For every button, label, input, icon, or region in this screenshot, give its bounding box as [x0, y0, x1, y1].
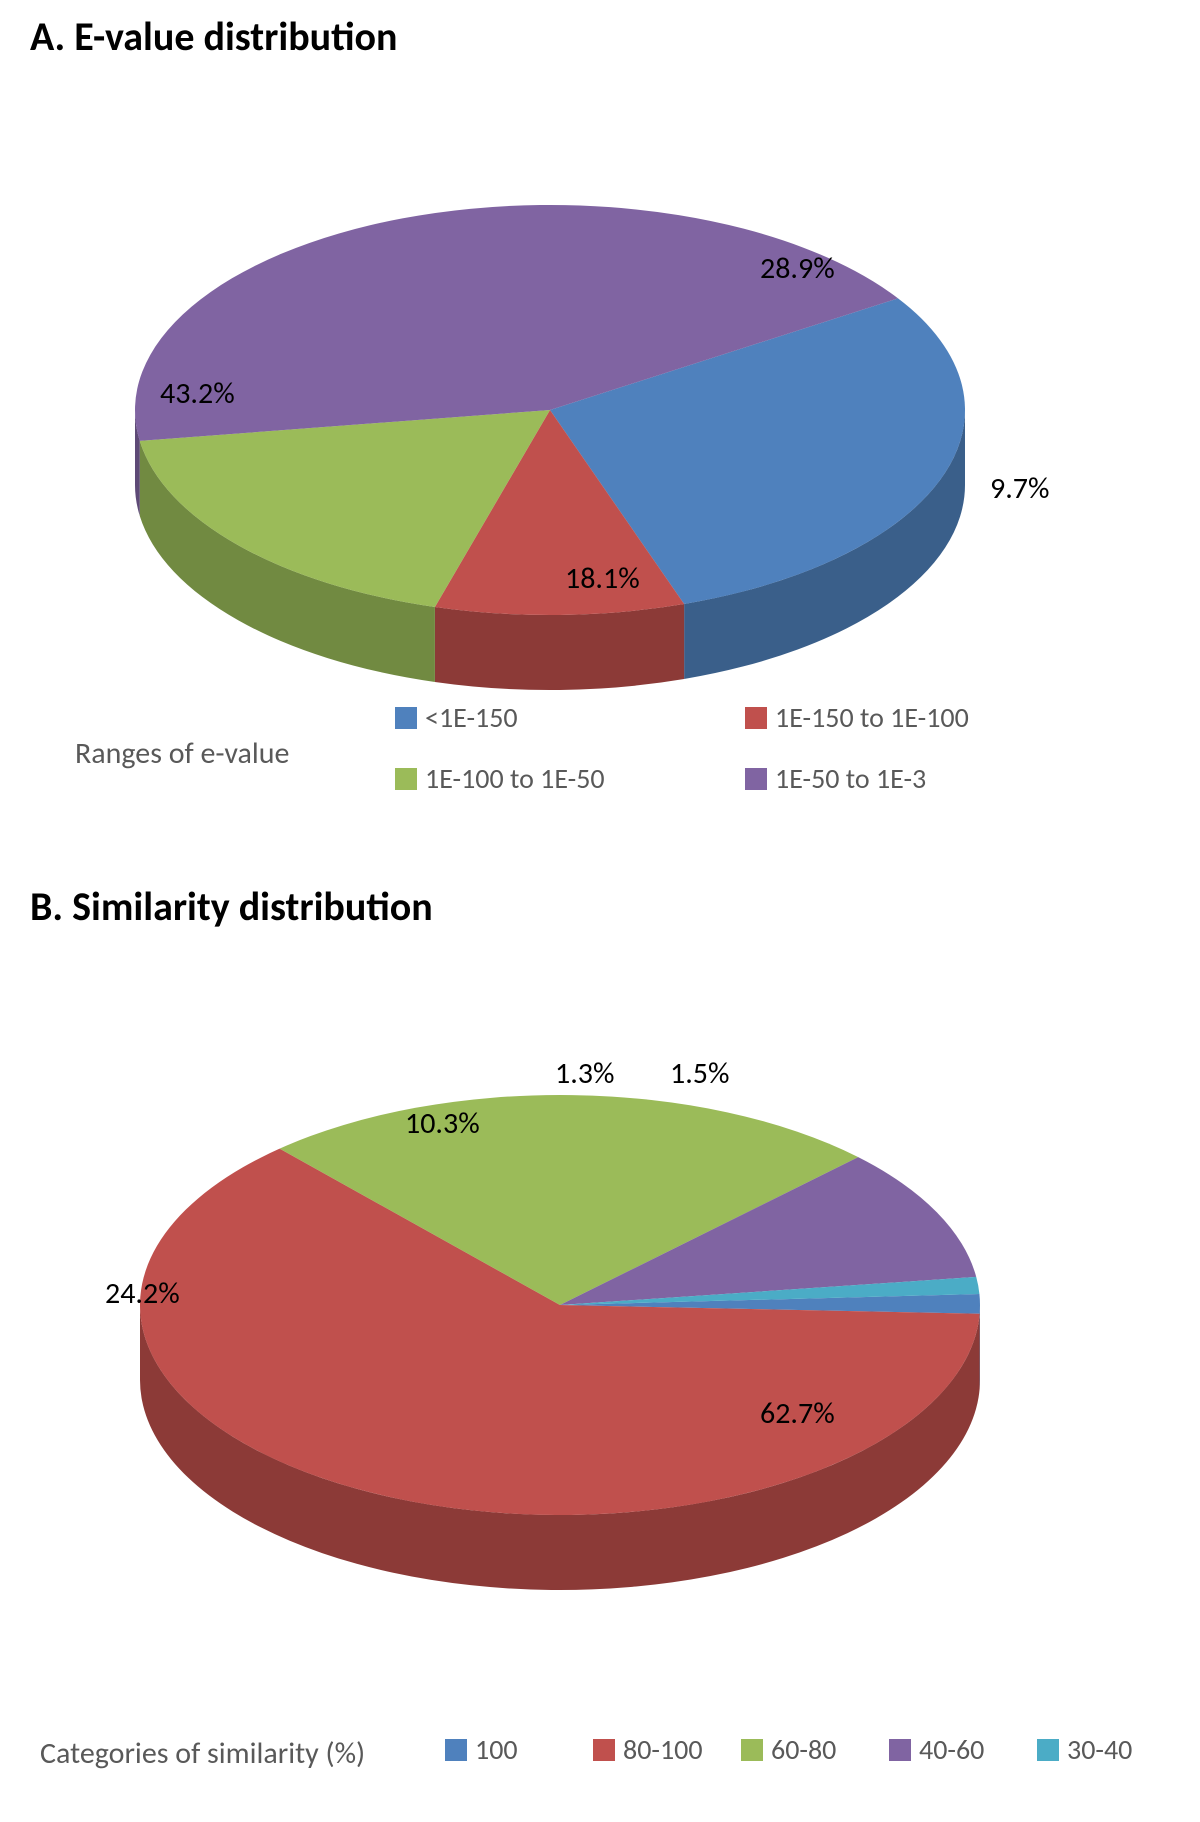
- legend-swatch: [1037, 1739, 1059, 1761]
- legend-b-title: Categories of similarity (%): [40, 1735, 365, 1772]
- legend-label: 80-100: [623, 1732, 703, 1767]
- legend-swatch: [741, 1739, 763, 1761]
- legend-swatch: [395, 707, 417, 729]
- pie-b-labels: 1.5% 62.7% 24.2% 10.3% 1.3%: [0, 945, 1200, 1615]
- legend-item: 1E-150 to 1E-100: [745, 700, 1095, 735]
- legend-swatch: [889, 1739, 911, 1761]
- legend-swatch: [745, 768, 767, 790]
- slice-label: 10.3%: [405, 1105, 480, 1142]
- legend-item: <1E-150: [395, 700, 745, 735]
- legend-item: 1E-100 to 1E-50: [395, 761, 745, 796]
- legend-label: 1E-50 to 1E-3: [775, 761, 926, 796]
- legend-label: <1E-150: [425, 700, 518, 735]
- legend-b: 100 80-100 60-80 40-60 30-40: [445, 1732, 1185, 1767]
- legend-swatch: [593, 1739, 615, 1761]
- legend-swatch: [745, 707, 767, 729]
- legend-item: 30-40: [1037, 1732, 1185, 1767]
- legend-swatch: [395, 768, 417, 790]
- pie-a-labels: 28.9% 9.7% 18.1% 43.2%: [0, 70, 1200, 720]
- legend-label: 30-40: [1067, 1732, 1132, 1767]
- slice-label: 62.7%: [760, 1395, 835, 1432]
- legend-label: 40-60: [919, 1732, 984, 1767]
- slice-label: 9.7%: [990, 470, 1049, 507]
- panel-b-title: B. Similarity distribution: [30, 882, 433, 931]
- legend-item: 60-80: [741, 1732, 889, 1767]
- legend-label: 1E-150 to 1E-100: [775, 700, 969, 735]
- slice-label: 43.2%: [160, 375, 235, 412]
- legend-label: 1E-100 to 1E-50: [425, 761, 605, 796]
- slice-label: 24.2%: [105, 1275, 180, 1312]
- panel-b: B. Similarity distribution 1.5% 62.7% 24.2…: [0, 830, 1200, 1822]
- panel-a-title: A. E-value distribution: [30, 12, 398, 61]
- legend-item: 1E-50 to 1E-3: [745, 761, 1095, 796]
- panel-a: A. E-value distribution 28.9% 9.7% 18.1% 43…: [0, 0, 1200, 830]
- legend-a-title: Ranges of e-value: [75, 735, 289, 772]
- legend-item: 100: [445, 1732, 593, 1767]
- slice-label: 1.5%: [670, 1055, 729, 1092]
- legend-a: <1E-150 1E-150 to 1E-100 1E-100 to 1E-50 1E…: [395, 700, 1135, 822]
- slice-label: 18.1%: [565, 560, 640, 597]
- legend-label: 60-80: [771, 1732, 836, 1767]
- slice-label: 1.3%: [555, 1055, 614, 1092]
- slice-label: 28.9%: [760, 250, 835, 287]
- legend-label: 100: [475, 1732, 518, 1767]
- legend-item: 80-100: [593, 1732, 741, 1767]
- legend-swatch: [445, 1739, 467, 1761]
- legend-item: 40-60: [889, 1732, 1037, 1767]
